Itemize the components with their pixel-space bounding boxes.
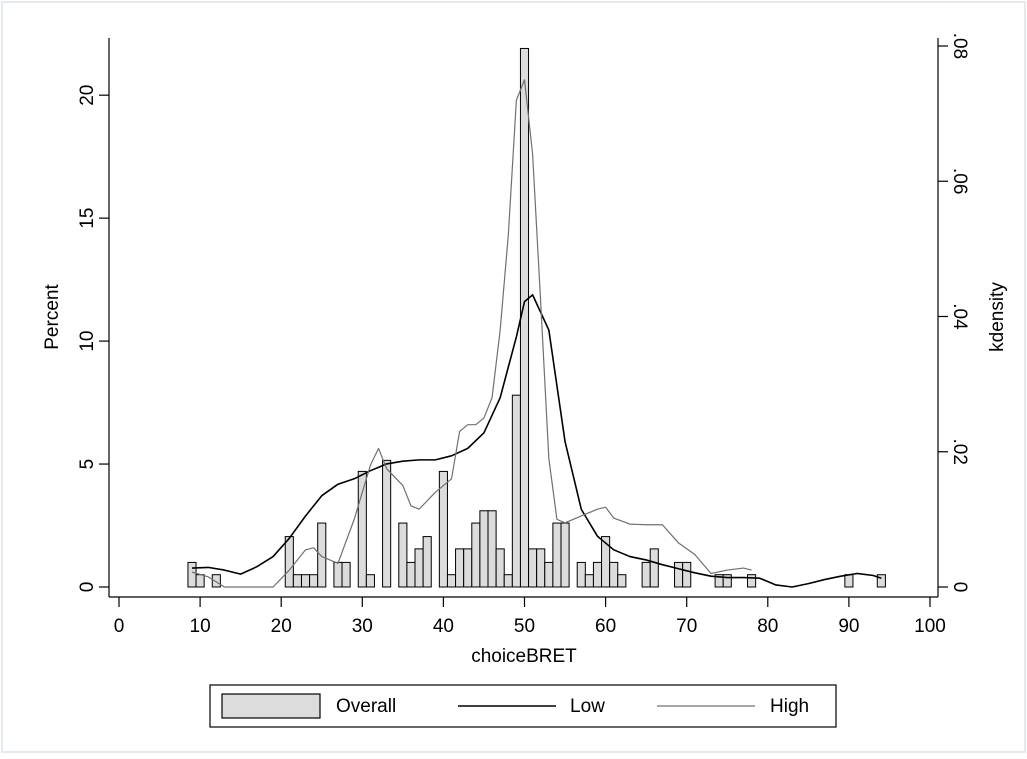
histogram-bar [463, 548, 473, 588]
y-tick-label: 20 [77, 85, 98, 106]
histogram-bar [382, 459, 392, 588]
y2-tick-label: 0 [949, 582, 970, 593]
legend: Overall Low High [209, 684, 837, 728]
y2-tick-label: .08 [949, 33, 970, 59]
legend-label-overall: Overall [336, 696, 396, 717]
y2-tick-label: .06 [949, 168, 970, 194]
histogram-bar [438, 470, 448, 588]
histogram-bar [357, 470, 367, 588]
x-tick-label: 10 [190, 616, 211, 637]
histogram-bar [649, 548, 659, 588]
histogram-bar [722, 574, 732, 588]
histogram-bar [187, 561, 197, 588]
x-tick-label: 80 [757, 616, 778, 637]
x-axis-ticks: 0 10 20 30 40 50 60 70 80 90 100 [114, 597, 946, 637]
y-tick-label: 0 [77, 582, 98, 593]
right-y-axis-ticks: 0 .02 .04 .06 .08 [938, 33, 970, 593]
histogram-bar [601, 536, 611, 588]
histogram-bar [341, 561, 351, 588]
histogram-bar [292, 574, 302, 588]
histogram-bar [552, 522, 562, 588]
histogram-bar [422, 536, 432, 588]
histogram-bar [309, 574, 319, 588]
legend-label-low: Low [570, 696, 605, 717]
legend-swatch-overall [221, 693, 321, 719]
histogram-bar [503, 574, 513, 588]
histogram-bar [455, 548, 465, 588]
histogram-bar [479, 510, 489, 588]
y-tick-label: 10 [77, 331, 98, 352]
histogram-bar [487, 510, 497, 588]
density-lines [191, 79, 882, 588]
histogram-bar [560, 522, 570, 588]
legend-label-high: High [770, 696, 809, 717]
x-tick-label: 20 [271, 616, 292, 637]
x-tick-label: 0 [114, 616, 125, 637]
histogram-bar [674, 561, 684, 588]
histogram-bar [519, 47, 530, 588]
histogram-bar [617, 574, 627, 588]
y-tick-label: 5 [77, 459, 98, 470]
x-tick-label: 60 [595, 616, 616, 637]
y2-tick-label: .04 [949, 303, 970, 330]
series-line-low [191, 294, 882, 588]
histogram-bar [528, 548, 538, 588]
x-tick-label: 100 [914, 616, 946, 637]
histogram-bar [333, 561, 343, 588]
y2-tick-label: .02 [949, 439, 970, 465]
histogram-bar [414, 548, 424, 588]
histogram-bar [876, 574, 886, 588]
histogram-bar [398, 522, 408, 588]
histogram-bar [495, 548, 505, 588]
histogram-bar [471, 522, 481, 588]
right-y-axis-label: kdensity [987, 282, 1008, 352]
x-axis-label: choiceBRET [471, 646, 577, 667]
histogram-bar [317, 522, 327, 588]
y-tick-label: 15 [77, 208, 98, 229]
histogram-bar [682, 561, 692, 588]
histogram-bar [844, 574, 854, 588]
histogram-bar [406, 561, 416, 588]
histogram-bar [446, 574, 457, 588]
left-y-axis-label: Percent [42, 284, 63, 350]
x-tick-label: 90 [838, 616, 859, 637]
histogram-bar [511, 394, 521, 588]
x-tick-label: 40 [433, 616, 454, 637]
x-tick-label: 50 [514, 616, 535, 637]
histogram-bar [544, 561, 554, 588]
histogram-bar [300, 574, 311, 588]
histogram-bar [576, 561, 586, 588]
histogram-bar [592, 561, 603, 588]
histogram-bar [284, 536, 294, 588]
histogram-bar [609, 561, 619, 588]
histogram-bar [584, 574, 594, 588]
histogram-bar [365, 574, 375, 588]
x-tick-label: 70 [676, 616, 697, 637]
histogram-bar [536, 548, 546, 588]
histogram-bar [641, 561, 651, 588]
histogram-bar [211, 574, 221, 588]
histogram-bar [195, 574, 205, 588]
left-y-axis-ticks: 0 5 10 15 20 [77, 85, 109, 593]
histogram-bar [747, 574, 757, 588]
series-line-high [191, 79, 752, 588]
x-tick-label: 30 [352, 616, 373, 637]
